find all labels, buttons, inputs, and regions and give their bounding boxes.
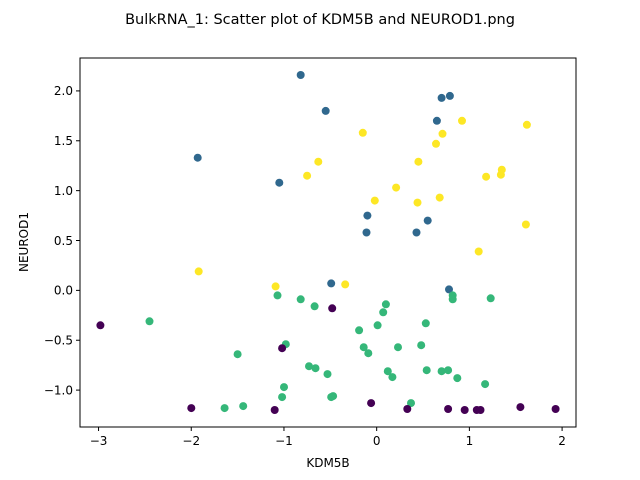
- data-point: [551, 405, 560, 413]
- data-point: [481, 380, 490, 389]
- data-point: [448, 295, 457, 304]
- data-point: [388, 373, 397, 382]
- data-point: [310, 302, 319, 311]
- data-point: [460, 406, 469, 414]
- x-tick-label: 1: [466, 434, 474, 448]
- data-point: [407, 399, 415, 408]
- data-point: [438, 129, 447, 138]
- data-point: [305, 362, 313, 371]
- data-point: [364, 349, 373, 358]
- y-tick-label: 0.5: [54, 234, 73, 248]
- data-point: [422, 366, 431, 375]
- data-point: [444, 405, 453, 413]
- data-point: [328, 304, 337, 313]
- x-tick-label: 2: [558, 434, 566, 448]
- data-point: [363, 211, 372, 220]
- data-point: [445, 285, 453, 294]
- data-point: [435, 193, 444, 202]
- data-point: [311, 364, 320, 373]
- data-point: [359, 343, 368, 352]
- data-point: [96, 321, 105, 330]
- data-point: [296, 71, 305, 79]
- y-tick-label: 2.0: [54, 84, 73, 98]
- plot-frame: [79, 57, 577, 428]
- x-axis-label: KDM5B: [306, 456, 349, 470]
- data-point: [414, 157, 423, 166]
- chart-title: BulkRNA_1: Scatter plot of KDM5B and NEU…: [125, 12, 515, 28]
- data-point: [432, 139, 440, 148]
- data-point: [379, 308, 388, 317]
- y-tick-label: 1.0: [54, 184, 73, 198]
- data-point: [516, 403, 525, 412]
- data-point: [521, 220, 530, 229]
- data-point: [412, 228, 421, 237]
- data-point: [341, 280, 350, 289]
- data-point: [233, 350, 242, 359]
- data-point: [421, 319, 430, 328]
- data-point: [327, 279, 336, 288]
- data-point: [194, 267, 203, 276]
- data-point: [280, 383, 288, 392]
- data-point: [394, 343, 402, 352]
- data-point: [358, 128, 367, 137]
- data-point: [486, 294, 495, 303]
- data-point: [367, 399, 376, 408]
- data-point: [296, 295, 305, 304]
- data-point: [355, 326, 364, 335]
- x-tick-label: −1: [275, 434, 293, 448]
- data-point: [522, 120, 531, 129]
- data-point: [444, 366, 453, 375]
- data-point: [220, 404, 229, 413]
- data-point: [497, 165, 506, 174]
- data-point: [323, 370, 332, 379]
- x-tick-label: −2: [182, 434, 200, 448]
- data-point: [370, 196, 379, 205]
- data-point: [403, 405, 412, 413]
- data-point: [275, 178, 284, 187]
- data-point: [362, 228, 371, 237]
- data-point: [314, 157, 323, 166]
- data-point: [303, 171, 312, 180]
- data-point: [239, 402, 248, 411]
- data-point: [187, 404, 196, 413]
- data-point: [392, 183, 401, 192]
- data-point: [474, 247, 483, 256]
- y-axis-label: NEUROD1: [17, 212, 31, 272]
- data-point: [381, 300, 390, 309]
- data-point: [278, 344, 287, 353]
- data-point: [417, 341, 426, 350]
- x-tick-label: −3: [90, 434, 108, 448]
- y-tick-label: 1.5: [54, 134, 73, 148]
- data-point: [273, 291, 282, 300]
- data-point: [373, 321, 382, 330]
- data-point: [482, 172, 491, 181]
- data-point: [453, 374, 462, 383]
- ticks-layer: −3 −2 −1 0 1 2 −1.0 −0.5 0.0 0.5 1.0 1.5 2.0: [44, 84, 566, 448]
- data-point: [270, 406, 279, 414]
- data-point: [458, 116, 466, 125]
- x-tick-label: 0: [373, 434, 381, 448]
- data-point: [383, 367, 392, 376]
- data-point: [437, 93, 446, 102]
- y-tick-label: 0.0: [54, 284, 73, 298]
- data-point: [193, 153, 202, 162]
- data-point: [423, 216, 432, 225]
- data-point: [271, 282, 280, 291]
- data-point: [413, 198, 422, 207]
- y-tick-label: −1.0: [44, 383, 73, 397]
- data-point: [145, 317, 154, 326]
- data-point: [321, 106, 330, 115]
- data-point: [432, 116, 441, 125]
- points-layer: [96, 71, 560, 414]
- data-point: [278, 393, 287, 402]
- data-point: [437, 367, 446, 376]
- data-point: [476, 406, 485, 414]
- data-point: [445, 91, 454, 100]
- data-point: [327, 393, 336, 402]
- y-tick-label: −0.5: [44, 334, 73, 348]
